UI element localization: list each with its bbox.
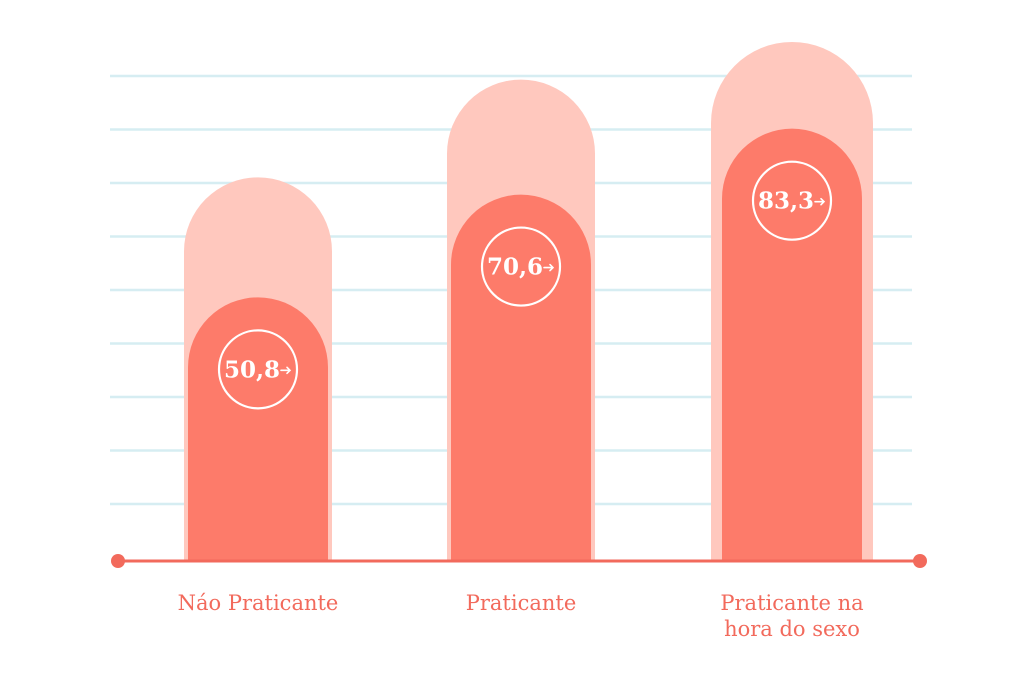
badge-circle [480,226,562,307]
data-label: 83,3 [758,188,814,215]
badge-circle [751,160,833,241]
bar [451,194,591,561]
category-label-line: Praticante na [720,591,864,615]
category-label-line: Náo Praticante [177,591,339,615]
value-badge: 83,3 [751,160,833,241]
data-label: 50,8 [224,356,280,383]
axis-end-dot [111,554,125,568]
category-label: Náo Praticante [138,590,378,616]
arrow-right-icon [280,366,292,375]
bar [722,128,862,561]
badge-circle [217,329,299,410]
bars [188,128,862,561]
category-label: Praticante na hora do sexo [672,590,912,642]
x-axis [111,554,927,568]
value-badge: 50,8 [217,329,299,410]
value-badge: 70,6 [480,226,562,307]
category-label-line: hora do sexo [724,617,860,641]
value-badges: 50,8 70,6 83,3 [217,160,833,410]
category-label-line: Praticante [465,591,577,615]
arrow-right-icon [543,263,555,272]
axis-end-dot [913,554,927,568]
bar [188,297,328,561]
category-label: Praticante [401,590,641,616]
data-label: 70,6 [487,254,543,281]
arrow-right-icon [814,197,826,206]
